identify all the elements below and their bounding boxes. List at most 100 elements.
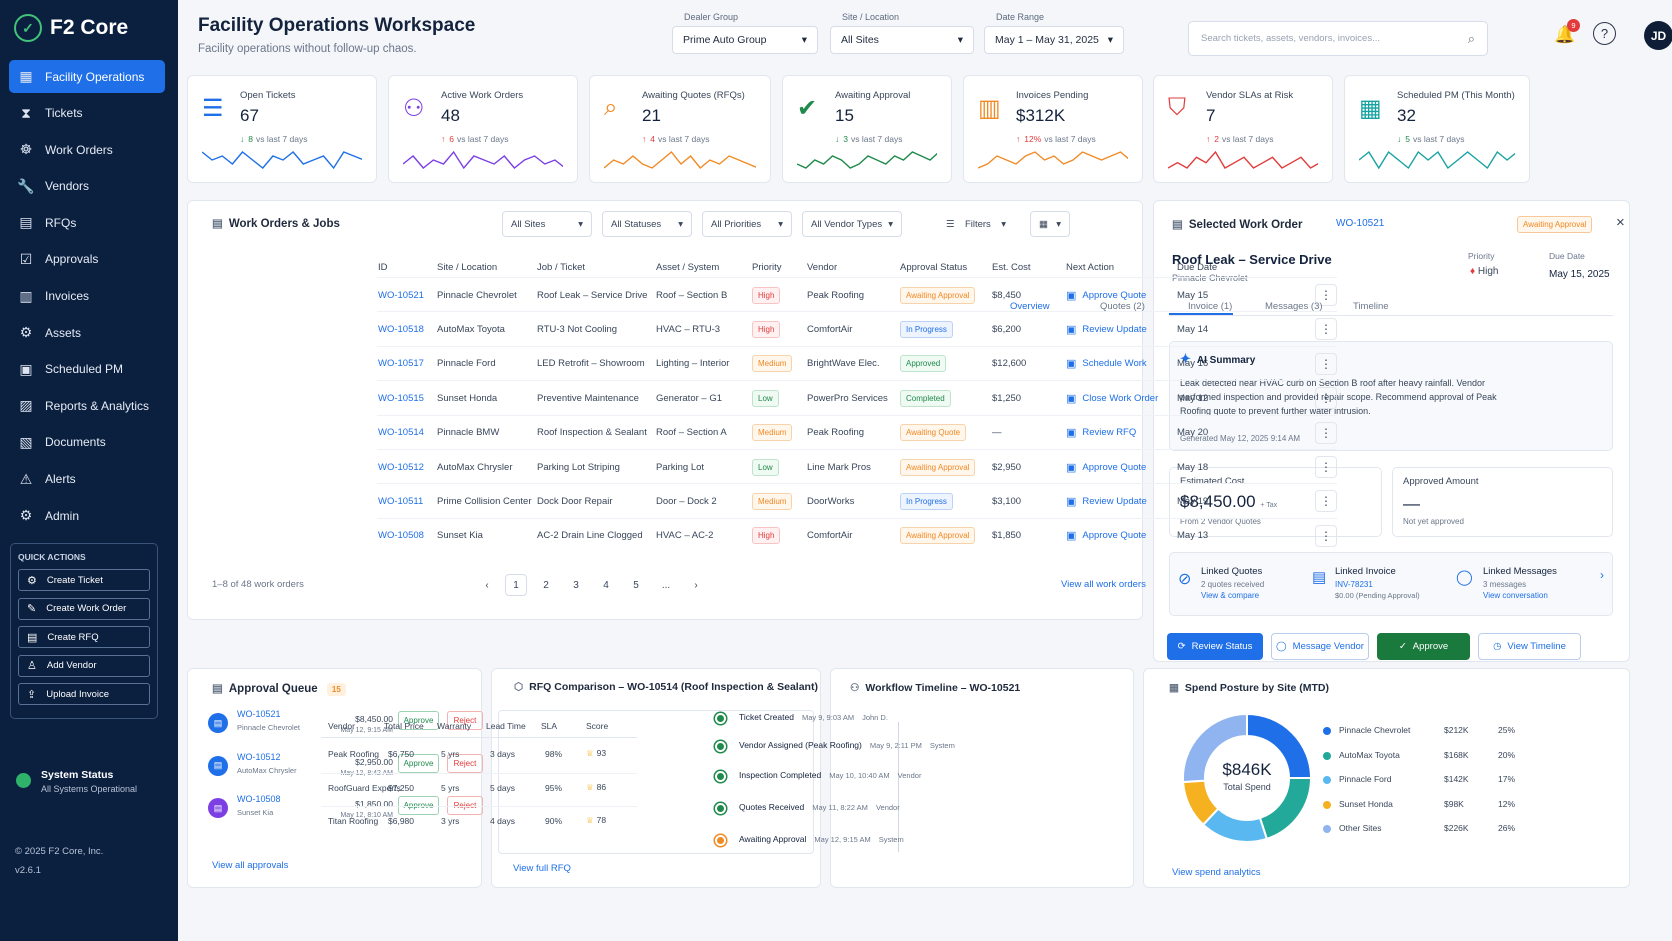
view-toggle[interactable]: ▦ ▾ [1030,211,1070,237]
next-action-link[interactable]: Schedule Work [1082,358,1147,370]
next-action-link[interactable]: Review Update [1082,323,1147,335]
sidebar-item-facility-operations[interactable]: ▦ Facility Operations [9,60,165,93]
more-icon[interactable]: ⋮ [1315,352,1337,375]
sidebar-item-approvals[interactable]: ☑ Approvals [9,243,165,276]
table-row[interactable]: WO-10508 Sunset Kia AC-2 Drain Line Clogge… [377,517,1337,553]
kpi-card-awaiting-quotes-rfqs-[interactable]: ⌕ Awaiting Quotes (RFQs) 21 ↑ 4 vs last 7 day… [589,75,771,183]
next-action-link[interactable]: Approve Quote [1082,461,1147,473]
linked-messages[interactable]: Linked Messages 3 messages View conversati… [1483,566,1557,600]
column-header[interactable]: Vendor [807,262,838,273]
avatar[interactable]: JD [1644,21,1672,50]
page-button[interactable]: 5 [633,579,639,591]
sidebar-item-invoices[interactable]: ▥ Invoices [9,280,165,313]
table-row[interactable]: WO-10511 Prime Collision Center Dock Door … [377,483,1337,517]
cell-text[interactable]: WO-10511 [378,495,424,507]
column-header[interactable]: Due Date [1177,262,1218,273]
review-status-button[interactable]: ⟳ Review Status [1167,633,1263,660]
approval-id[interactable]: WO-10521 [237,709,281,719]
chevron-right-icon[interactable]: › [1600,568,1604,582]
approval-id[interactable]: WO-10508 [237,794,281,804]
next-action-link[interactable]: Review Update [1082,495,1147,507]
approval-id[interactable]: WO-10512 [237,751,281,762]
next-action-link[interactable]: Approve Quote [1082,289,1147,301]
column-header[interactable]: Next Action [1066,262,1115,273]
more-icon[interactable]: ⋮ [1315,284,1337,306]
cell-action[interactable]: ▣ Approve Quote [1066,278,1146,312]
cell-id[interactable]: WO-10511 [378,484,423,518]
kpi-card-invoices-pending[interactable]: ▥ Invoices Pending $312K ↑ 12% vs last 7 days [963,75,1143,183]
app-logo[interactable]: ✓ F2 Core [14,14,128,42]
approval-item[interactable]: ▤ WO-10521 Pinnacle Chevrolet $8,450.00 May … [208,709,490,745]
tab-quotes-[interactable]: Quotes (2) [1100,301,1145,312]
donut-slice-other-sites[interactable] [1182,712,1248,784]
linked-quotes[interactable]: Linked Quotes 2 quotes received View & com… [1201,566,1265,600]
table-row[interactable]: WO-10517 Pinnacle Ford LED Retrofit – Show… [377,345,1337,380]
table-row[interactable]: WO-10518 AutoMax Toyota RTU-3 Not Cooling H… [377,311,1337,345]
approve-button[interactable]: ✓ Approve [1377,633,1470,660]
sidebar-item-admin[interactable]: ⚙ Admin [9,499,165,532]
more-icon[interactable]: ⋮ [1315,387,1337,410]
tab-timeline[interactable]: Timeline [1353,301,1389,312]
page-button[interactable]: 3 [573,579,579,591]
filter-all-statuses[interactable]: All Statuses ▾ [602,211,692,237]
filters-button[interactable]: ☰ Filters ▾ [938,211,1014,237]
more-icon[interactable]: ⋮ [1315,318,1337,341]
cell-text[interactable]: WO-10518 [378,323,424,335]
cell-action[interactable]: ▣ Close Work Order [1066,381,1158,415]
approve-button[interactable]: Approve [398,796,439,815]
rfq-row[interactable]: Titan Roofing $6,980 3 yrs 4 days 90% ♕ 78 [321,806,637,836]
selected-id-link[interactable]: WO-10521 [1336,218,1385,229]
site-dropdown[interactable]: All Sites ▾ [830,26,974,54]
cell-id[interactable]: WO-10514 [378,416,424,450]
sidebar-item-work-orders[interactable]: ☸ Work Orders [9,133,165,166]
message-vendor-button[interactable]: ◯ Message Vendor [1271,633,1369,660]
tab-overview[interactable]: Overview [1010,301,1050,312]
table-row[interactable]: WO-10515 Sunset Honda Preventive Maintenan… [377,380,1337,414]
more-icon[interactable]: ⋮ [1315,456,1337,478]
next-action-link[interactable]: Review RFQ [1082,427,1137,439]
cell-text[interactable]: WO-10521 [378,289,424,301]
cell-text[interactable]: WO-10514 [378,427,424,439]
column-header[interactable]: ID [378,262,388,273]
column-header[interactable]: Asset / System [656,262,720,273]
cell-action[interactable]: ▣ Approve Quote [1066,519,1146,553]
sidebar-item-tickets[interactable]: ⧗ Tickets [9,97,165,130]
approve-button[interactable]: Approve [398,753,439,773]
sidebar-item-scheduled-pm[interactable]: ▣ Scheduled PM [9,353,165,386]
reject-button[interactable]: Reject [447,796,483,815]
view-full-rfq-link[interactable]: View full RFQ [513,863,571,874]
view-spend-analytics-link[interactable]: View spend analytics [1172,867,1261,878]
table-row[interactable]: WO-10514 Pinnacle BMW Roof Inspection & Se… [377,414,1337,450]
next-page-icon[interactable]: › [694,579,698,591]
kpi-card-active-work-orders[interactable]: ⚇ Active Work Orders 48 ↑ 6 vs last 7 days [388,75,578,183]
sidebar-item-alerts[interactable]: ⚠ Alerts [9,463,165,496]
cell-text[interactable]: WO-10512 [378,461,424,473]
next-action-link[interactable]: Close Work Order [1082,392,1159,404]
cell-text[interactable]: WO-10515 [378,392,424,404]
table-row[interactable]: WO-10521 Pinnacle Chevrolet Roof Leak – Se… [377,277,1337,311]
search-input[interactable]: Search tickets, assets, vendors, invoice… [1188,21,1488,56]
cell-id[interactable]: WO-10521 [378,278,424,312]
next-action-link[interactable]: Approve Quote [1082,530,1147,542]
linked-invoice[interactable]: Linked Invoice INV-78231 $0.00 (Pending Ap… [1335,566,1420,600]
cell-action[interactable]: ▣ Review Update [1066,312,1147,346]
cell-id[interactable]: WO-10515 [378,381,424,415]
filter-all-priorities[interactable]: All Priorities ▾ [702,211,792,237]
view-all-work-orders-link[interactable]: View all work orders [1061,579,1146,590]
sidebar-item-rfqs[interactable]: ▤ RFQs [9,206,165,239]
tab-invoice-[interactable]: Invoice (1) [1188,301,1233,312]
page-button[interactable]: 2 [543,579,549,591]
cell-action[interactable]: ▣ Approve Quote [1066,450,1146,484]
quick-action-create-rfq[interactable]: ▤ Create RFQ [18,626,150,648]
rfq-row[interactable]: RoofGuard Experts $7,250 5 yrs 5 days 95% ♕ 86 [321,773,637,803]
view-all-approvals-link[interactable]: View all approvals [212,860,289,871]
more-icon[interactable]: ⋮ [1315,490,1337,513]
page-button[interactable]: ... [661,579,671,591]
quick-action-add-vendor[interactable]: ♙ Add Vendor [18,654,150,677]
close-icon[interactable]: × [1616,214,1625,231]
cell-id[interactable]: WO-10518 [378,312,424,346]
quick-action-create-ticket[interactable]: ⚙ Create Ticket [18,569,150,591]
approve-button[interactable]: Approve [398,711,439,730]
help-icon[interactable]: ? [1593,22,1616,45]
cell-action[interactable]: ▣ Review Update [1066,484,1147,518]
